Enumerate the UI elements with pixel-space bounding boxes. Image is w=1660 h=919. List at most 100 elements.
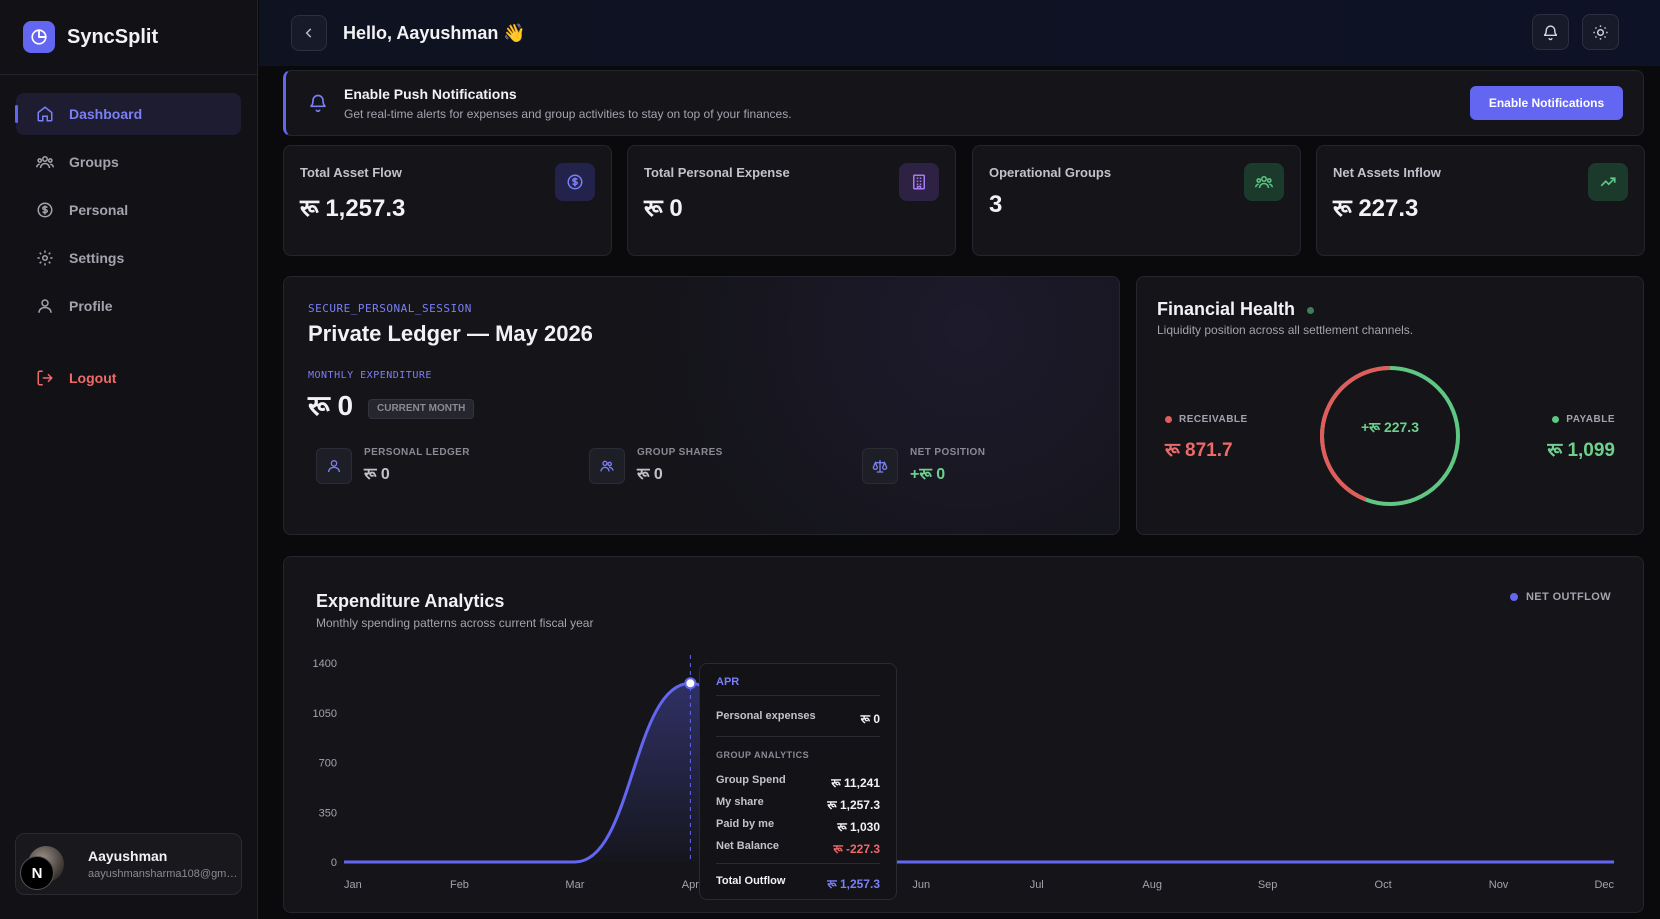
users-icon xyxy=(1244,163,1284,201)
analytics-title: Expenditure Analytics xyxy=(316,591,505,611)
financial-health-subtitle: Liquidity position across all settlement… xyxy=(1157,323,1414,337)
tooltip-section-title: GROUP ANALYTICS xyxy=(716,750,810,760)
tooltip-row-paid-by-me: Paid by me रू 1,030 xyxy=(716,818,880,835)
legend-label: NET OUTFLOW xyxy=(1525,591,1611,603)
stat-label: Total Personal Expense xyxy=(644,165,790,180)
tooltip-value: रू 0 xyxy=(860,712,880,726)
page-title: Hello, Aayushman 👋 xyxy=(343,22,526,43)
back-button[interactable] xyxy=(291,15,327,51)
receivable-label: RECEIVABLE xyxy=(1165,414,1248,425)
y-tick-label: 1050 xyxy=(313,708,337,720)
receivable-value: रू 871.7 xyxy=(1165,440,1233,461)
sidebar-item-label: Groups xyxy=(69,154,119,170)
sub-stat-value: रू 0 xyxy=(364,466,390,483)
banner-title: Enable Push Notifications xyxy=(344,85,517,102)
brand[interactable]: SyncSplit xyxy=(0,0,257,75)
sub-stat-value: रू 0 xyxy=(637,466,663,483)
x-tick-label: Apr xyxy=(682,879,699,891)
user-icon xyxy=(38,299,52,313)
tooltip-key: Personal expenses xyxy=(716,710,816,722)
financial-health-title: Financial Health xyxy=(1157,299,1296,319)
series-area xyxy=(344,683,1614,862)
x-tick-label: Mar xyxy=(565,879,584,891)
receivable-label-text: RECEIVABLE xyxy=(1179,414,1248,425)
sidebar-item-profile[interactable]: Profile xyxy=(16,285,241,327)
y-tick-label: 0 xyxy=(331,857,337,869)
payable-label-text: PAYABLE xyxy=(1566,414,1615,425)
x-tick-label: Feb xyxy=(450,879,469,891)
user-card[interactable]: N Aayushman aayushmansharma108@gmail.com xyxy=(15,833,242,895)
dollar-circle-icon xyxy=(37,202,53,218)
gear-icon xyxy=(37,250,53,266)
push-notification-banner: Enable Push Notifications Get real-time … xyxy=(283,70,1644,136)
chart-tooltip: APR Personal expenses रू 0 GROUP ANALYTI… xyxy=(699,663,897,900)
stat-label: Total Asset Flow xyxy=(300,165,402,180)
tooltip-value: रू -227.3 xyxy=(833,842,880,856)
sidebar-item-dashboard[interactable]: Dashboard xyxy=(15,93,241,135)
sub-stat-label: GROUP SHARES xyxy=(637,447,723,458)
x-tick-label: Dec xyxy=(1594,879,1614,891)
stat-value: रू 227.3 xyxy=(1333,195,1419,222)
theme-toggle-button[interactable] xyxy=(1582,14,1619,50)
sidebar: SyncSplit Dashboard Groups Personal Sett… xyxy=(0,0,258,919)
header: Hello, Aayushman 👋 xyxy=(259,0,1660,66)
personal-ledger-stat: PERSONAL LEDGER रू 0 xyxy=(316,447,470,484)
stat-card-net-assets-inflow: Net Assets Inflow रू 227.3 xyxy=(1316,145,1645,256)
sidebar-item-label: Profile xyxy=(69,298,113,314)
tooltip-key: My share xyxy=(716,796,764,808)
y-tick-label: 350 xyxy=(319,807,337,819)
stat-value: रू 0 xyxy=(644,195,683,222)
data-point[interactable] xyxy=(684,677,697,690)
tooltip-row-group-spend: Group Spend रू 11,241 xyxy=(716,774,880,791)
tooltip-key: Group Spend xyxy=(716,774,786,786)
legend-dot xyxy=(1509,593,1518,601)
enable-notifications-button[interactable]: Enable Notifications xyxy=(1470,86,1623,120)
tooltip-value: रू 11,241 xyxy=(831,776,880,790)
net-liquidity-value: +रू 227.3 xyxy=(1361,419,1419,435)
user-name: Aayushman xyxy=(88,848,168,864)
private-ledger-panel: SECURE_PERSONAL_SESSION Private Ledger —… xyxy=(283,276,1120,535)
chart-legend[interactable]: NET OUTFLOW xyxy=(1509,591,1611,603)
user-email: aayushmansharma108@gmail.com xyxy=(88,868,240,880)
sub-stat-label: NET POSITION xyxy=(910,447,986,458)
tooltip-row-my-share: My share रू 1,257.3 xyxy=(716,796,880,813)
tooltip-key: Paid by me xyxy=(716,818,775,830)
stat-label: Net Assets Inflow xyxy=(1333,165,1441,180)
y-tick-label: 1400 xyxy=(313,658,337,670)
logout-icon xyxy=(37,370,53,386)
tooltip-value: रू 1,257.3 xyxy=(827,798,880,812)
x-tick-label: Aug xyxy=(1142,879,1162,891)
series-line xyxy=(344,681,1614,864)
notifications-button[interactable] xyxy=(1532,14,1569,50)
monthly-expenditure-value: रू 0 xyxy=(308,390,354,421)
x-tick-label: Jun xyxy=(912,879,930,891)
banner-subtitle: Get real-time alerts for expenses and gr… xyxy=(344,106,792,121)
payable-label: PAYABLE xyxy=(1552,414,1615,425)
logout-button[interactable]: Logout xyxy=(16,357,241,399)
building-icon xyxy=(899,163,939,201)
sidebar-item-groups[interactable]: Groups xyxy=(16,141,241,183)
user-icon xyxy=(316,447,352,484)
y-tick-label: 700 xyxy=(319,758,337,770)
payable-value: रू 1,099 xyxy=(1547,440,1615,461)
x-tick-label: Oct xyxy=(1375,879,1392,891)
group-shares-stat: GROUP SHARES रू 0 xyxy=(589,447,723,484)
liquidity-ring xyxy=(1320,366,1460,506)
chevron-left-icon xyxy=(305,28,312,38)
tooltip-value: रू 1,030 xyxy=(837,820,880,834)
dollar-circle-icon xyxy=(555,163,595,201)
stat-card-operational-groups: Operational Groups 3 xyxy=(972,145,1301,256)
pie-chart-icon xyxy=(23,21,55,53)
receivable-dot xyxy=(1165,416,1172,423)
avatar: N xyxy=(20,846,64,890)
tooltip-row-personal: Personal expenses रू 0 xyxy=(716,710,880,727)
sidebar-item-personal[interactable]: Personal xyxy=(16,189,241,231)
analytics-subtitle: Monthly spending patterns across current… xyxy=(316,616,594,630)
sidebar-item-settings[interactable]: Settings xyxy=(16,237,241,279)
users-icon xyxy=(36,156,54,169)
stat-value: रू 1,257.3 xyxy=(300,195,406,222)
sidebar-nav: Dashboard Groups Personal Settings Profi… xyxy=(0,75,257,399)
tooltip-key: Net Balance xyxy=(716,840,779,852)
sidebar-item-label: Personal xyxy=(69,202,129,218)
